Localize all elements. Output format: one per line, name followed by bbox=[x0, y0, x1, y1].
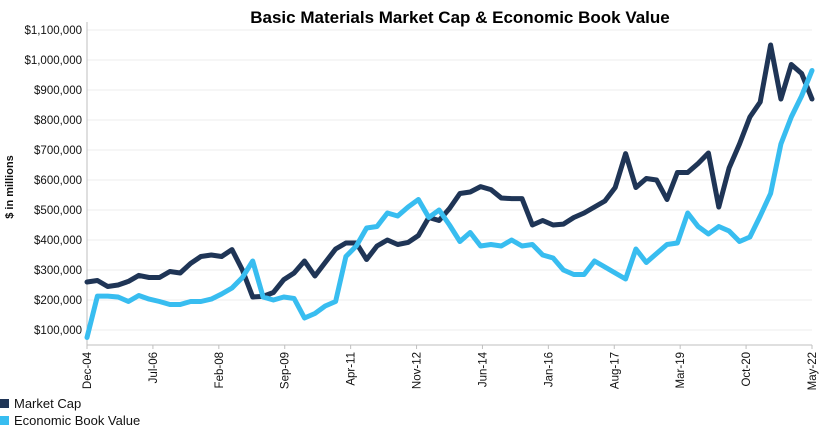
x-tick-label: Jun-14 bbox=[477, 351, 489, 387]
series-lines bbox=[84, 42, 815, 340]
series-line-market-cap bbox=[84, 42, 815, 300]
y-tick-label: $800,000 bbox=[34, 115, 82, 127]
y-tick-label: $900,000 bbox=[34, 85, 82, 97]
y-tick-label: $1,000,000 bbox=[24, 55, 82, 67]
x-tick-label: Dec-04 bbox=[82, 351, 94, 389]
x-tick-label: Apr-11 bbox=[346, 352, 358, 386]
y-tick-label: $500,000 bbox=[34, 205, 82, 217]
x-axis-ticks: Dec-04 Jul-06 Feb-08 Sep-09 Apr-11 Nov-12 Jun-… bbox=[82, 345, 819, 390]
legend-item-economic-book-value: Economic Book Value bbox=[0, 413, 140, 428]
y-axis-ticks: $100,000 $200,000 $300,000 $400,000 $500,000… bbox=[24, 25, 82, 337]
legend-label-market-cap: Market Cap bbox=[14, 396, 82, 411]
y-tick-label: $200,000 bbox=[34, 295, 82, 307]
legend-label-economic-book-value: Economic Book Value bbox=[14, 413, 141, 428]
y-tick-label: $700,000 bbox=[34, 145, 82, 157]
x-tick-label: Nov-12 bbox=[412, 352, 424, 389]
legend-item-market-cap: Market Cap bbox=[0, 396, 81, 411]
axes bbox=[86, 22, 812, 346]
y-tick-label: $600,000 bbox=[34, 175, 82, 187]
x-tick-label: Mar-19 bbox=[675, 352, 687, 388]
y-tick-label: $100,000 bbox=[34, 325, 82, 337]
legend-swatch-economic-book-value bbox=[0, 416, 9, 425]
x-tick-label: Sep-09 bbox=[280, 352, 292, 389]
x-tick-label: May-22 bbox=[807, 352, 819, 390]
gridlines bbox=[87, 29, 812, 331]
x-tick-label: Jul-06 bbox=[148, 352, 160, 383]
y-tick-label: $400,000 bbox=[34, 235, 82, 247]
y-tick-label: $300,000 bbox=[34, 265, 82, 277]
chart-title: Basic Materials Market Cap & Economic Bo… bbox=[250, 8, 669, 27]
x-tick-label: Oct-20 bbox=[741, 352, 753, 387]
x-tick-label: Feb-08 bbox=[214, 352, 226, 388]
y-tick-label: $1,100,000 bbox=[24, 25, 82, 37]
series-line-economic-book-value bbox=[84, 68, 815, 340]
y-axis-label: $ in millions bbox=[4, 155, 16, 219]
x-tick-label: Jan-16 bbox=[543, 352, 555, 387]
legend-swatch-market-cap bbox=[0, 399, 9, 408]
x-tick-label: Aug-17 bbox=[609, 352, 621, 389]
